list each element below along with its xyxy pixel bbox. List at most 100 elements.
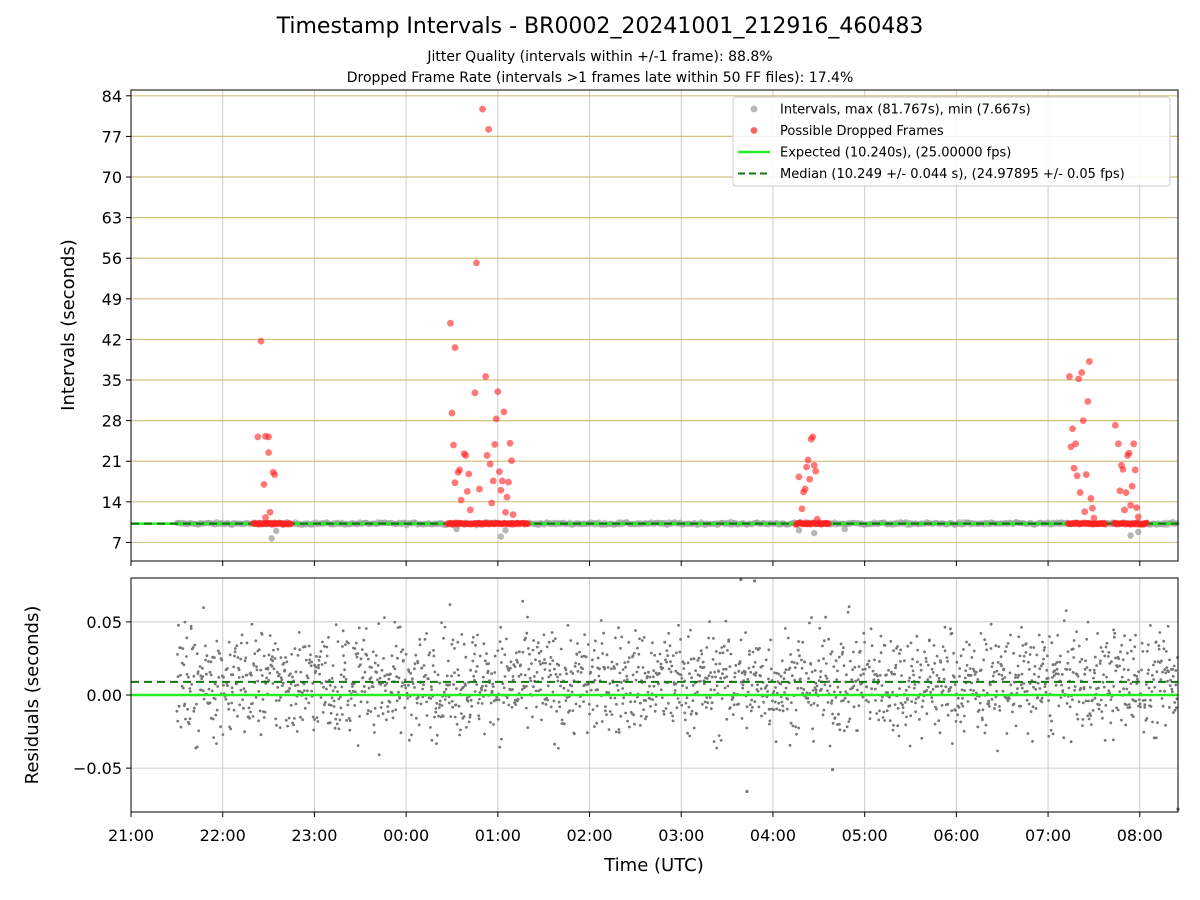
jitter-quality-subtitle: Jitter Quality (intervals within +/-1 fr… [427, 49, 773, 65]
residual-point [724, 667, 728, 671]
residual-point [679, 638, 682, 641]
residual-point [969, 674, 973, 677]
residual-point [553, 637, 557, 640]
residual-point [959, 720, 963, 724]
residual-point [289, 703, 293, 707]
residual-point [554, 673, 558, 676]
legend-box [732, 96, 1171, 187]
residual-point [816, 704, 819, 707]
residual-point [1140, 641, 1144, 645]
residual-point [341, 713, 344, 716]
residual-point [878, 709, 881, 713]
residual-point [667, 667, 671, 671]
residual-point [615, 702, 618, 706]
residual-point [714, 650, 718, 653]
residual-point [345, 719, 348, 722]
residual-point [1100, 710, 1104, 713]
residual-point [1111, 738, 1115, 742]
residual-point [894, 666, 897, 670]
residual-point [864, 698, 868, 702]
residual-point [209, 660, 213, 664]
residual-point [901, 703, 904, 707]
residual-point [273, 657, 277, 660]
residual-point [700, 652, 704, 656]
residual-point [565, 696, 569, 699]
residual-point [646, 690, 650, 694]
residual-point [900, 674, 903, 677]
residual-point [695, 712, 698, 716]
residual-point [818, 626, 822, 630]
residual-point [602, 631, 605, 635]
residual-point [982, 658, 985, 662]
residual-point [919, 663, 923, 667]
residual-point [777, 672, 781, 676]
residual-point [671, 714, 674, 718]
residual-point [328, 684, 332, 687]
residual-point [745, 789, 749, 794]
residual-point [637, 652, 641, 656]
dropped-frame-point [489, 477, 497, 485]
residual-point [653, 653, 657, 657]
residual-point [1060, 673, 1064, 676]
residual-point [846, 610, 850, 614]
residual-point [303, 645, 307, 649]
residual-point [729, 652, 733, 656]
residual-point [354, 690, 357, 694]
residual-point [1125, 703, 1128, 707]
residual-point [1038, 667, 1042, 671]
residual-point [683, 718, 687, 722]
residual-point [363, 670, 367, 674]
residual-point [1089, 714, 1093, 717]
residual-point [888, 704, 892, 708]
residual-point [556, 679, 560, 683]
residual-point [570, 690, 574, 694]
residual-point [325, 687, 328, 691]
residual-point [393, 667, 397, 671]
residual-point [781, 704, 785, 708]
residual-point [794, 708, 798, 712]
residual-point [182, 663, 186, 667]
residual-point [343, 661, 347, 665]
residual-point [1068, 705, 1072, 709]
residual-point [642, 636, 646, 639]
residual-point [942, 677, 946, 681]
residual-point [880, 684, 884, 687]
residual-point [608, 682, 612, 685]
residual-point [1086, 714, 1090, 718]
residual-point [753, 579, 757, 583]
residual-point [547, 640, 551, 644]
residual-point [671, 719, 675, 723]
residual-point [1025, 689, 1029, 693]
dropped-frame-point [508, 457, 515, 465]
residual-point [918, 718, 921, 721]
residual-point [417, 723, 421, 727]
residual-point [886, 691, 889, 694]
residual-point [1158, 689, 1162, 693]
residual-point [320, 663, 324, 666]
residual-point [1022, 659, 1026, 663]
residual-point [441, 714, 445, 718]
top-y-tick-label: 63 [102, 209, 122, 228]
residual-point [490, 689, 494, 693]
residual-point [1014, 673, 1018, 677]
residual-point [457, 704, 461, 708]
residual-point [383, 674, 387, 678]
residual-point [363, 690, 367, 694]
residual-point [589, 688, 593, 692]
residual-point [1047, 699, 1050, 702]
bottom-x-tick-label: 00:00 [383, 826, 429, 845]
residual-point [954, 709, 957, 712]
residual-point [813, 669, 817, 672]
residual-point [912, 686, 916, 690]
legend-label: Intervals, max (81.767s), min (7.667s) [780, 103, 1031, 118]
residual-point [745, 705, 749, 709]
residual-point [974, 697, 977, 701]
dropped-frame-point [1069, 425, 1076, 433]
residual-point [699, 680, 702, 683]
residual-point [941, 645, 945, 648]
residual-point [879, 651, 883, 655]
residual-point [801, 640, 805, 644]
residual-point [932, 644, 936, 647]
residual-point [323, 661, 327, 665]
residual-point [829, 652, 833, 656]
